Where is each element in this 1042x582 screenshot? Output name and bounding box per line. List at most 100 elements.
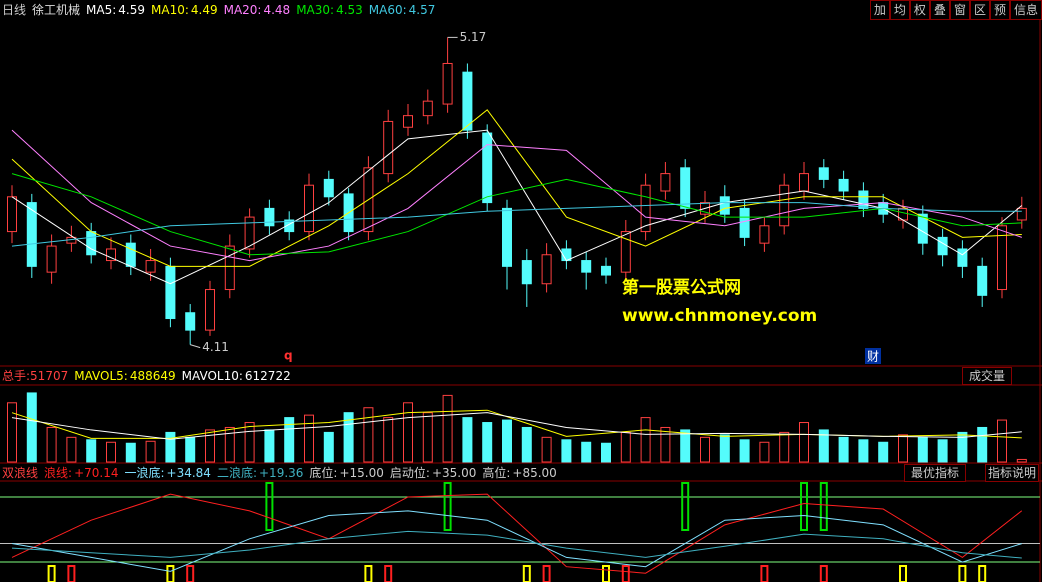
candle-body	[799, 173, 809, 192]
high-label: 5.17	[460, 30, 487, 44]
toolbar-button[interactable]: 区	[969, 0, 990, 20]
signal-bar	[760, 565, 769, 582]
volume-bar	[838, 436, 849, 463]
candle-body	[264, 207, 275, 227]
volume-bar	[66, 436, 77, 463]
volume-bar	[917, 436, 928, 463]
candle-body	[541, 254, 552, 285]
candle-body	[224, 245, 235, 291]
legend-value: 4.48	[263, 3, 291, 17]
legend-value: 51707	[30, 369, 69, 383]
volume-bar	[977, 426, 988, 463]
volume-bar	[601, 442, 611, 463]
indicator-header: 双浪线 浪线: +70.14 一浪底: +34.84 二浪底: +19.36 底位: +15.…	[2, 464, 557, 482]
candle-body	[403, 115, 413, 128]
annotation-line	[190, 344, 201, 349]
toolbar-button[interactable]: 权	[909, 0, 930, 20]
toolbar-button[interactable]: 预	[989, 0, 1010, 20]
signal-bar	[443, 482, 452, 531]
candle-body	[244, 216, 255, 250]
candle-body	[977, 265, 988, 296]
signal-bar	[47, 565, 56, 582]
indicator-line	[11, 493, 1023, 574]
candle-body	[601, 265, 611, 276]
signal-bar	[166, 565, 175, 582]
volume-bar	[620, 431, 631, 463]
volume-bar	[86, 439, 97, 463]
legend-value: +35.00	[431, 466, 477, 480]
toolbar-button[interactable]: 加	[869, 0, 890, 20]
candle-body	[620, 231, 631, 273]
signal-bar	[364, 565, 373, 582]
volume-bar	[858, 439, 869, 463]
candle-body	[521, 260, 532, 285]
button[interactable]: 最优指标	[904, 464, 967, 482]
volume-bar	[818, 429, 829, 463]
candle-body	[957, 248, 968, 267]
signal-bar	[265, 482, 274, 531]
candle-body	[125, 242, 136, 267]
candle-body	[46, 245, 57, 273]
volume-bar	[46, 426, 57, 463]
candle-body	[660, 173, 671, 192]
button[interactable]: 指标说明	[985, 464, 1040, 482]
volume-bar	[1016, 458, 1027, 463]
volume-bar	[898, 434, 908, 463]
volume-bar	[719, 434, 730, 463]
signal-bar	[958, 565, 967, 582]
legend-value: +19.36	[259, 466, 304, 480]
candle-body	[818, 167, 829, 180]
toolbar-button[interactable]: 均	[889, 0, 910, 20]
toolbar-button[interactable]: 叠	[929, 0, 950, 20]
volume-bar	[26, 392, 37, 463]
indicator-title: 双浪线	[2, 466, 39, 480]
legend: 启动位:	[389, 466, 430, 480]
candle-body	[304, 184, 314, 233]
legend: MA60:	[368, 3, 407, 17]
volume-bar	[462, 417, 473, 463]
volume-bar	[482, 422, 493, 463]
indicator-line	[11, 530, 1022, 559]
legend-value: +70.14	[74, 466, 119, 480]
candle-body	[1016, 207, 1027, 221]
ma-line	[11, 202, 1022, 247]
candle-body	[86, 231, 97, 256]
volume-bar	[957, 431, 968, 463]
signal-bar	[542, 565, 551, 582]
toolbar-button[interactable]: 窗	[949, 0, 970, 20]
legend-value: 4.57	[408, 3, 436, 17]
candle-body	[779, 184, 790, 227]
volume-bar	[343, 412, 354, 463]
volume-bar	[502, 419, 512, 463]
period: 日线	[2, 3, 27, 17]
volume-bar	[304, 414, 314, 463]
legend-value: 4.59	[118, 3, 145, 17]
volume-bar	[244, 422, 255, 463]
volume-ma-line	[11, 412, 1022, 440]
marker: 财	[867, 350, 879, 364]
ma-line	[11, 129, 1023, 285]
volume-bar	[937, 439, 948, 463]
legend-value: +85.00	[512, 466, 557, 480]
legend: MAVOL10:	[181, 369, 243, 383]
candle-body	[462, 71, 473, 131]
candle-body	[106, 248, 116, 262]
volume-bar	[106, 441, 116, 463]
signal-bar	[67, 565, 76, 582]
toolbar-button[interactable]: 信息	[1009, 0, 1042, 20]
candle-body	[323, 178, 334, 198]
volume-bar	[700, 436, 710, 463]
candle-body	[858, 190, 869, 209]
volume-bar	[284, 417, 295, 463]
volume-bar	[799, 422, 809, 463]
volume-bar	[264, 429, 275, 463]
button[interactable]: 成交量	[962, 367, 1013, 385]
legend-value: 612722	[244, 369, 291, 383]
volume-bar	[561, 439, 572, 463]
volume-bar	[383, 417, 394, 463]
legend-value: 4.49	[190, 3, 218, 17]
volume-bar	[541, 436, 552, 463]
legend: 高位:	[482, 466, 511, 480]
legend: 一浪底:	[124, 466, 165, 480]
